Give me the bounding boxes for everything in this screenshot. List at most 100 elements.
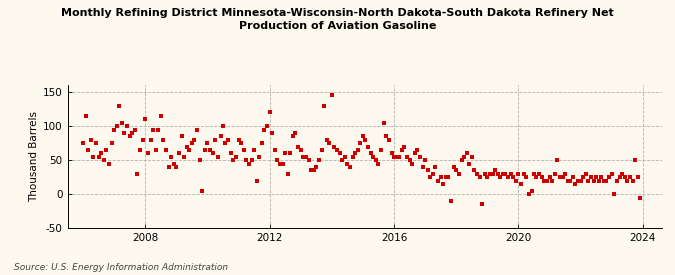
Point bbox=[285, 151, 296, 156]
Point bbox=[303, 158, 314, 162]
Point bbox=[443, 175, 454, 179]
Point bbox=[288, 134, 298, 139]
Point bbox=[479, 172, 490, 176]
Point bbox=[347, 155, 358, 159]
Point bbox=[238, 148, 249, 152]
Point bbox=[352, 148, 363, 152]
Point bbox=[616, 172, 627, 176]
Point bbox=[142, 151, 153, 156]
Point bbox=[386, 151, 397, 156]
Point bbox=[137, 138, 148, 142]
Point bbox=[371, 158, 381, 162]
Point bbox=[293, 144, 304, 149]
Point bbox=[158, 138, 169, 142]
Point bbox=[313, 158, 324, 162]
Point bbox=[267, 131, 277, 135]
Point bbox=[145, 138, 156, 142]
Point bbox=[518, 172, 529, 176]
Point bbox=[549, 172, 560, 176]
Point bbox=[500, 172, 511, 176]
Point bbox=[122, 124, 132, 128]
Point bbox=[448, 165, 459, 169]
Point bbox=[620, 175, 630, 179]
Point bbox=[329, 144, 340, 149]
Point bbox=[256, 141, 267, 145]
Point bbox=[264, 110, 275, 115]
Point bbox=[599, 178, 610, 183]
Point bbox=[510, 178, 521, 183]
Point bbox=[446, 199, 456, 203]
Point bbox=[306, 168, 317, 173]
Point bbox=[451, 168, 462, 173]
Point bbox=[269, 148, 280, 152]
Point bbox=[423, 168, 433, 173]
Point bbox=[244, 161, 254, 166]
Point bbox=[554, 175, 565, 179]
Point bbox=[262, 124, 273, 128]
Point bbox=[231, 155, 242, 159]
Point bbox=[130, 127, 140, 132]
Point bbox=[560, 172, 570, 176]
Point bbox=[298, 155, 308, 159]
Point bbox=[485, 172, 495, 176]
Point bbox=[622, 178, 632, 183]
Point bbox=[311, 165, 322, 169]
Point bbox=[282, 172, 293, 176]
Point bbox=[427, 172, 438, 176]
Point bbox=[399, 144, 410, 149]
Point bbox=[472, 172, 483, 176]
Point bbox=[464, 161, 475, 166]
Point bbox=[277, 161, 288, 166]
Point bbox=[568, 175, 578, 179]
Point bbox=[565, 178, 576, 183]
Point bbox=[609, 192, 620, 196]
Point bbox=[474, 175, 485, 179]
Point bbox=[635, 196, 646, 200]
Point bbox=[516, 182, 526, 186]
Point bbox=[487, 172, 498, 176]
Text: Monthly Refining District Minnesota-Wisconsin-North Dakota-South Dakota Refinery: Monthly Refining District Minnesota-Wisc… bbox=[61, 8, 614, 31]
Point bbox=[573, 178, 584, 183]
Point bbox=[111, 124, 122, 128]
Point bbox=[150, 148, 161, 152]
Point bbox=[412, 148, 423, 152]
Point bbox=[544, 175, 555, 179]
Point bbox=[562, 178, 573, 183]
Point bbox=[523, 192, 534, 196]
Point bbox=[132, 172, 143, 176]
Point bbox=[466, 155, 477, 159]
Point bbox=[430, 165, 441, 169]
Point bbox=[632, 175, 643, 179]
Point bbox=[176, 134, 187, 139]
Point bbox=[360, 138, 371, 142]
Point bbox=[319, 103, 329, 108]
Point bbox=[363, 144, 374, 149]
Point bbox=[196, 189, 207, 193]
Point bbox=[394, 155, 405, 159]
Point bbox=[340, 155, 350, 159]
Point bbox=[165, 155, 176, 159]
Point bbox=[557, 175, 568, 179]
Point bbox=[482, 175, 493, 179]
Point bbox=[236, 141, 246, 145]
Point bbox=[114, 103, 125, 108]
Point bbox=[355, 141, 366, 145]
Point bbox=[171, 165, 182, 169]
Point bbox=[552, 158, 563, 162]
Point bbox=[593, 178, 604, 183]
Point bbox=[438, 182, 449, 186]
Point bbox=[410, 151, 421, 156]
Point bbox=[575, 178, 586, 183]
Point bbox=[186, 141, 197, 145]
Point bbox=[375, 148, 386, 152]
Point bbox=[228, 158, 239, 162]
Point bbox=[153, 127, 164, 132]
Point bbox=[591, 175, 601, 179]
Point bbox=[337, 158, 348, 162]
Point bbox=[290, 131, 301, 135]
Point bbox=[365, 151, 376, 156]
Point bbox=[596, 175, 607, 179]
Point bbox=[389, 155, 400, 159]
Point bbox=[614, 175, 625, 179]
Point bbox=[368, 155, 379, 159]
